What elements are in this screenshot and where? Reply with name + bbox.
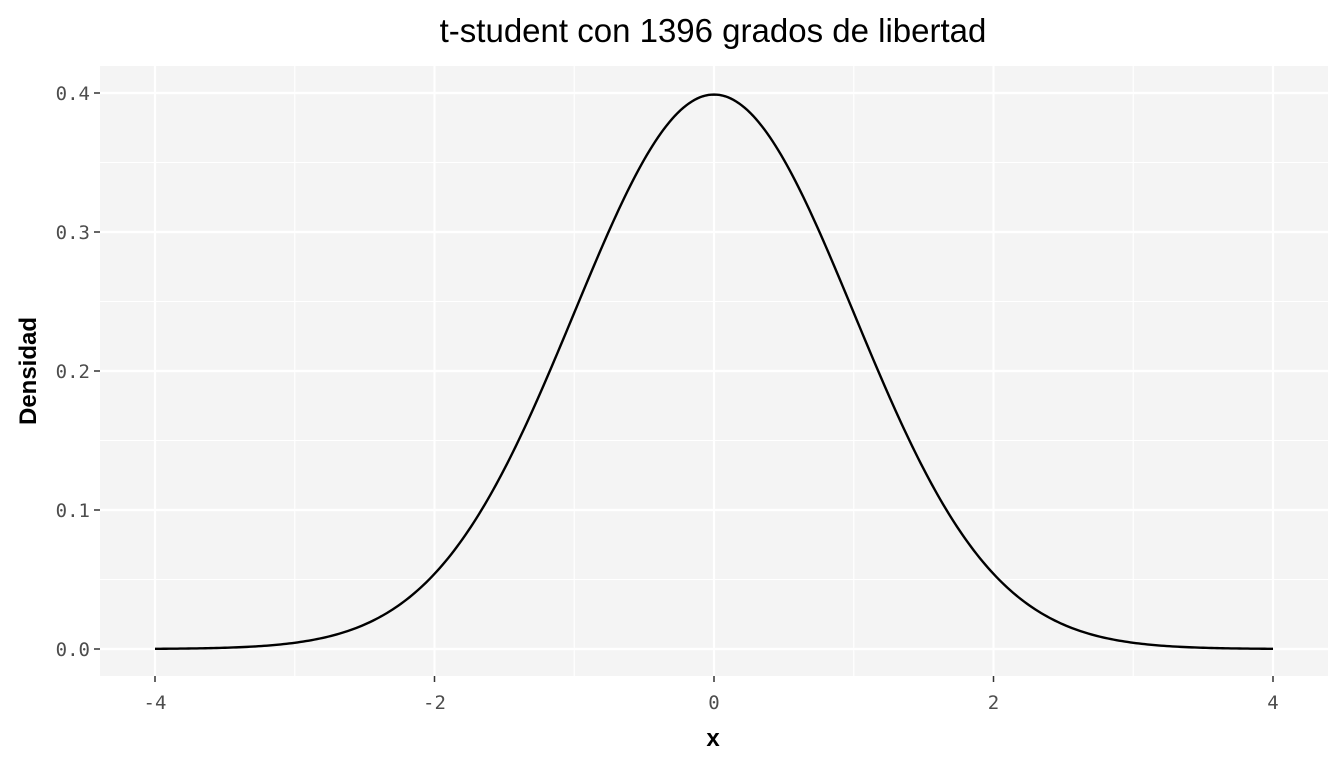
x-axis-title: x [706, 725, 720, 752]
y-axis-title: Densidad [15, 317, 42, 425]
y-tick-label: 0.0 [56, 639, 90, 661]
y-tick-label: 0.4 [56, 83, 90, 105]
x-tick-label: 2 [988, 692, 999, 714]
x-tick-label: 0 [708, 692, 719, 714]
chart-title: t-student con 1396 grados de libertad [440, 12, 987, 49]
density-curve-line [154, 93, 1274, 651]
x-axis: -4 -2 0 2 4 [144, 676, 1279, 714]
y-tick-label: 0.2 [56, 361, 90, 383]
x-tick-label: 4 [1267, 692, 1278, 714]
x-tick-label: -4 [144, 692, 167, 714]
x-tick-label: -2 [423, 692, 446, 714]
y-axis: 0.0 0.1 0.2 0.3 0.4 [56, 83, 100, 661]
y-tick-label: 0.3 [56, 222, 90, 244]
y-tick-label: 0.1 [56, 500, 90, 522]
